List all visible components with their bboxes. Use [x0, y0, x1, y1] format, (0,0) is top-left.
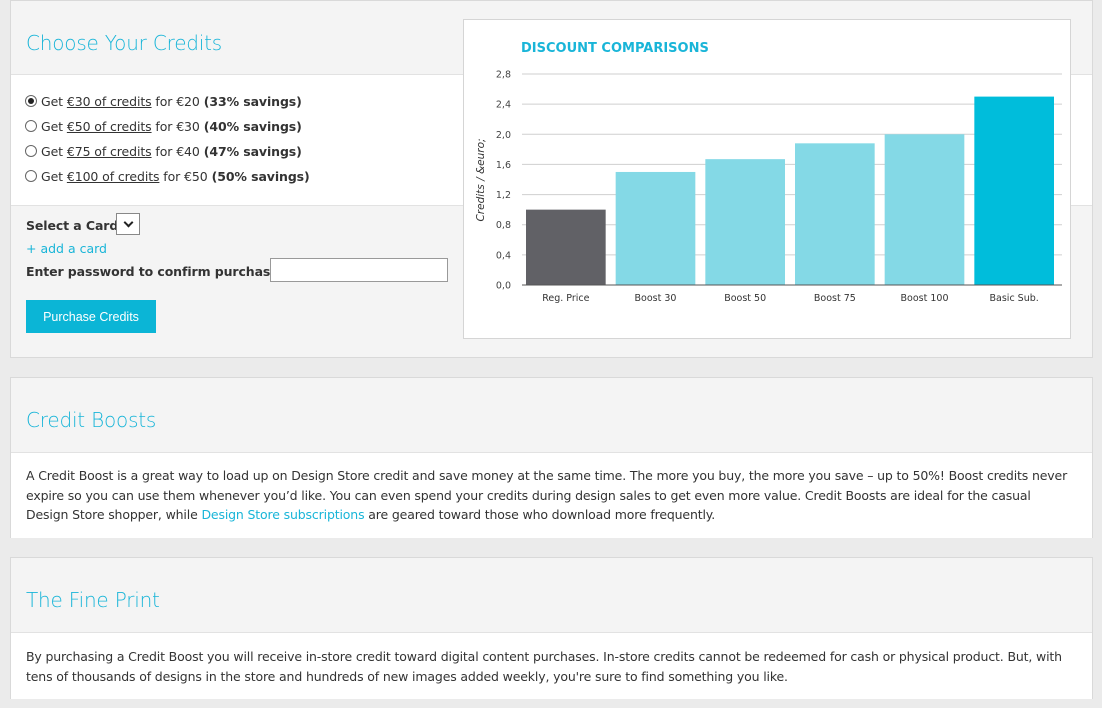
- bar: [884, 134, 965, 285]
- option-amount[interactable]: €30 of credits: [66, 93, 152, 109]
- discount-chart: DISCOUNT COMPARISONS 0,0 0,4 0,8 1,2 1,6 2,0 2,…: [463, 19, 1071, 339]
- credit-option[interactable]: Get €75 of credits for €40 (47% savings): [25, 142, 302, 160]
- option-price: for €20: [151, 93, 200, 109]
- option-prefix: Get: [41, 168, 67, 184]
- y-tick-label: 2,4: [496, 100, 511, 111]
- credit-option[interactable]: Get €30 of credits for €20 (33% savings): [25, 92, 302, 110]
- chart-title: DISCOUNT COMPARISONS: [521, 41, 709, 56]
- radio-button[interactable]: [25, 95, 37, 107]
- option-savings: (40% savings): [203, 118, 302, 134]
- radio-button[interactable]: [25, 145, 37, 157]
- credit-option[interactable]: Get €100 of credits for €50 (50% savings): [25, 167, 310, 185]
- option-price: for €30: [151, 118, 200, 134]
- discount-chart-svg: DISCOUNT COMPARISONS 0,0 0,4 0,8 1,2 1,6 2,0 2,…: [475, 41, 1062, 304]
- x-tick-label: Boost 75: [814, 293, 856, 304]
- radio-button[interactable]: [25, 170, 37, 182]
- radio-button[interactable]: [25, 120, 37, 132]
- y-tick-label: 0,8: [496, 220, 511, 231]
- option-savings: (33% savings): [203, 93, 302, 109]
- choose-credits-title: Choose Your Credits: [26, 31, 223, 55]
- option-prefix: Get: [41, 143, 67, 159]
- x-tick-label: Basic Sub.: [990, 293, 1039, 304]
- card-select[interactable]: [116, 213, 140, 235]
- purchase-credits-button[interactable]: Purchase Credits: [26, 300, 156, 333]
- credit-boosts-panel: Credit Boosts A Credit Boost is a great …: [10, 377, 1093, 538]
- x-tick-label: Boost 100: [901, 293, 949, 304]
- fine-print-band: By purchasing a Credit Boost you will re…: [11, 632, 1092, 699]
- password-input[interactable]: [270, 258, 448, 282]
- fine-print-panel: The Fine Print By purchasing a Credit Bo…: [10, 557, 1093, 699]
- bar: [615, 171, 696, 285]
- option-prefix: Get: [41, 93, 67, 109]
- option-price: for €50: [159, 168, 208, 184]
- y-tick-label: 0,4: [496, 250, 511, 261]
- y-tick-label: 0,0: [496, 281, 511, 292]
- password-label: Enter password to confirm purchase: [26, 264, 279, 279]
- option-prefix: Get: [41, 118, 67, 134]
- add-card-link[interactable]: + add a card: [26, 241, 107, 256]
- boosts-text-end: are geared toward those who download mor…: [364, 507, 716, 522]
- option-savings: (50% savings): [211, 168, 310, 184]
- bar: [526, 209, 606, 285]
- y-axis-label: Credits / &euro;: [475, 138, 487, 221]
- boosts-text-part: A Credit Boost is a great way to load up…: [26, 468, 1068, 522]
- option-amount[interactable]: €50 of credits: [66, 118, 152, 134]
- option-amount[interactable]: €100 of credits: [66, 168, 160, 184]
- credit-option[interactable]: Get €50 of credits for €30 (40% savings): [25, 117, 302, 135]
- chevron-down-icon: [123, 217, 133, 227]
- credit-boosts-title: Credit Boosts: [26, 408, 157, 432]
- bar: [795, 143, 875, 285]
- option-savings: (47% savings): [203, 143, 302, 159]
- option-amount[interactable]: €75 of credits: [66, 143, 152, 159]
- choose-credits-panel: Choose Your Credits Get €30 of credits f…: [10, 0, 1093, 358]
- select-card-label: Select a Card: [26, 218, 119, 233]
- x-tick-label: Boost 50: [724, 293, 766, 304]
- y-tick-label: 2,8: [496, 70, 511, 81]
- option-price: for €40: [151, 143, 200, 159]
- x-tick-label: Boost 30: [635, 293, 677, 304]
- fine-print-title: The Fine Print: [26, 588, 160, 612]
- bar: [974, 96, 1054, 285]
- y-tick-label: 1,2: [496, 190, 511, 201]
- subscriptions-link[interactable]: Design Store subscriptions: [201, 507, 365, 522]
- credit-boosts-band: A Credit Boost is a great way to load up…: [11, 452, 1092, 538]
- y-tick-label: 1,6: [496, 160, 511, 171]
- bar: [705, 159, 785, 285]
- credit-boosts-text: A Credit Boost is a great way to load up…: [26, 466, 1076, 525]
- x-tick-label: Reg. Price: [542, 293, 589, 304]
- y-tick-label: 2,0: [496, 130, 511, 141]
- fine-print-text: By purchasing a Credit Boost you will re…: [26, 649, 1062, 684]
